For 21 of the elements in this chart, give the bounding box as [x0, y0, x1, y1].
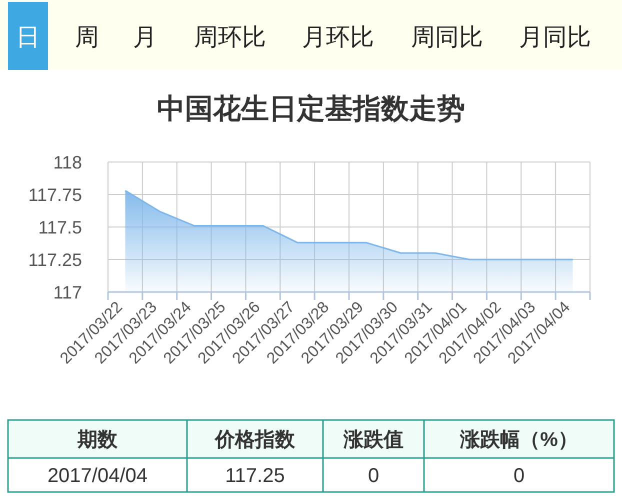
text: 周: [75, 24, 99, 51]
text: 117.25: [225, 465, 285, 487]
text: 周环比: [194, 24, 266, 51]
y-tick-label: 117.25: [28, 250, 82, 270]
y-tick-label: 118: [53, 152, 82, 172]
text: 日: [16, 24, 40, 51]
text: 涨跌幅（%）: [459, 429, 578, 451]
text: 月同比: [519, 24, 591, 51]
y-tick-label: 117.5: [38, 217, 82, 238]
text: 2017/04/04: [47, 465, 148, 487]
y-tick-label: 117.75: [28, 184, 82, 205]
text: 月环比: [302, 24, 374, 51]
y-tick-label: 117: [53, 282, 82, 302]
text: 价格指数: [214, 429, 296, 451]
text: 月: [133, 24, 157, 51]
text: 0: [368, 465, 380, 487]
text: 涨跌值: [342, 429, 404, 451]
text: 周同比: [411, 24, 483, 51]
text: 0: [513, 465, 525, 487]
text: 期数: [76, 429, 118, 451]
chart-title: 中国花生日定基指数走势: [157, 93, 465, 124]
